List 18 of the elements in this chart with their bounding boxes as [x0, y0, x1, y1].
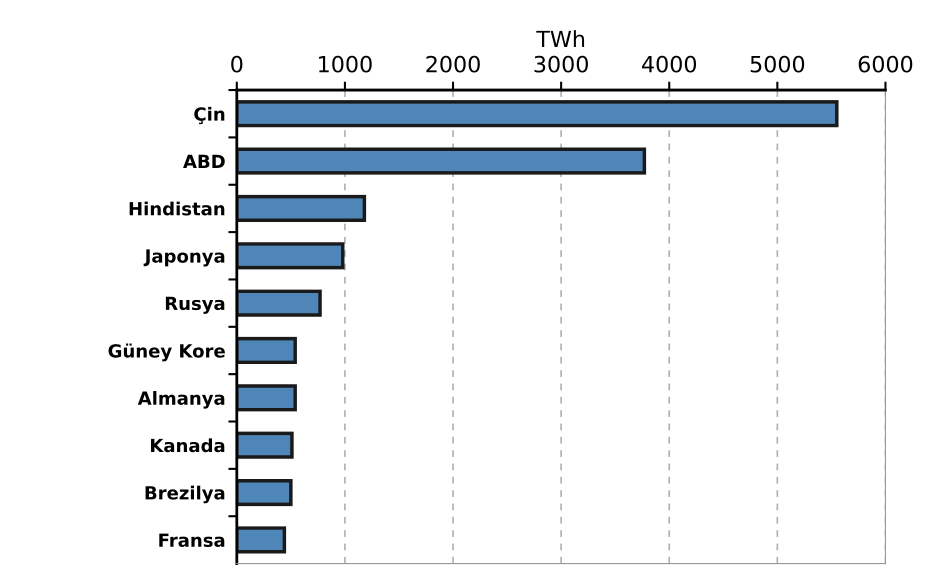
y-tick-label: Kanada	[151, 438, 224, 452]
x-axis-title: TWh	[536, 30, 584, 48]
y-tick-label: Hindistan	[130, 202, 224, 216]
y-tick-label: Fransa	[159, 534, 224, 548]
y-tick-label: Çin	[194, 106, 224, 124]
y-tick-label: ABD	[183, 154, 225, 168]
x-tick-label: 6000	[858, 56, 912, 73]
x-tick-label: 1000	[319, 56, 372, 73]
x-tick-label: 5000	[750, 56, 804, 73]
y-tick-label: Rusya	[166, 296, 224, 314]
x-tick-label: 2000	[426, 56, 480, 73]
x-tick-label: 0	[231, 56, 242, 73]
y-tick-label: Güney Kore	[108, 344, 225, 362]
y-tick-label: Japonya	[144, 249, 224, 266]
y-tick-label: Brezilya	[146, 486, 224, 504]
x-tick-label: 3000	[534, 56, 588, 73]
y-tick-label: Almanya	[138, 390, 224, 409]
x-tick-label: 4000	[642, 56, 696, 73]
